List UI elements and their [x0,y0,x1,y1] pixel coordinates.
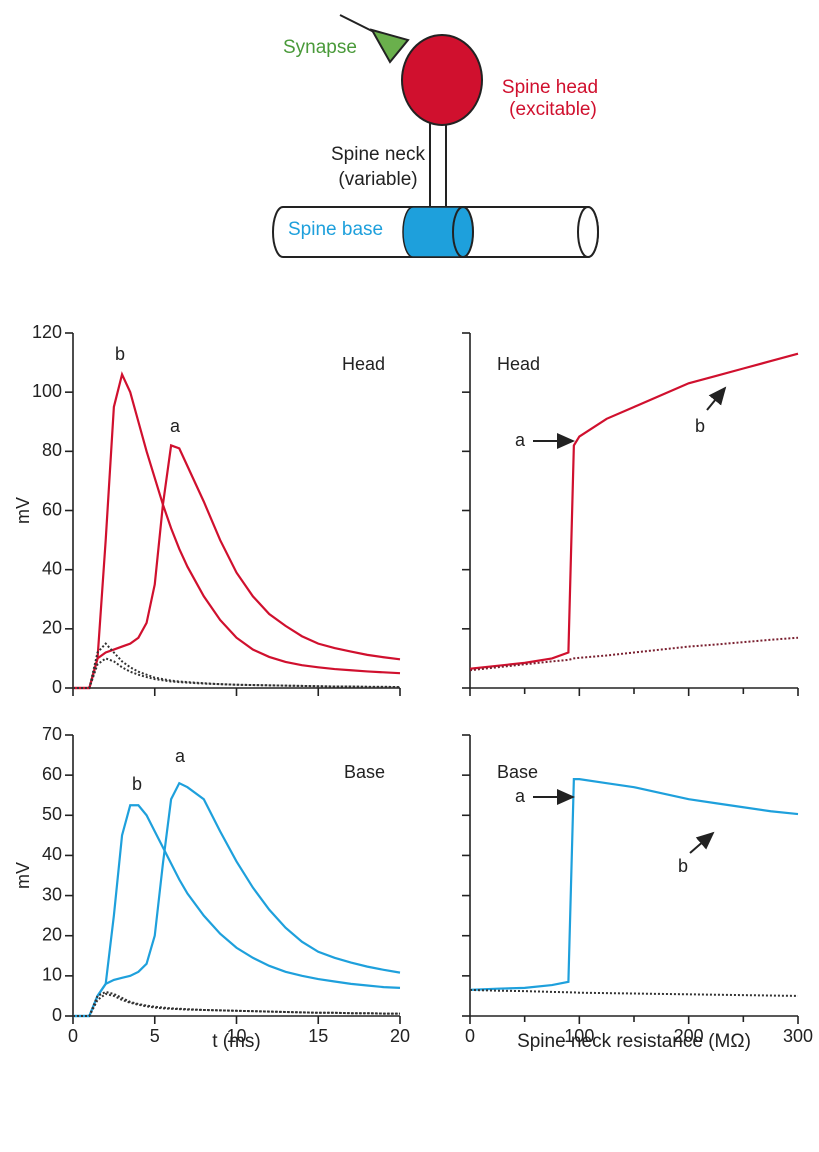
series-line [470,779,798,990]
annotation: a [170,416,181,436]
head-label: Spine head [502,77,598,98]
annotation: b [695,416,705,436]
x-tick-label: 20 [390,1026,410,1046]
synapse-label: Synapse [283,37,357,58]
x-tick-label: 0 [68,1026,78,1046]
synapse-icon [372,30,408,62]
neck-note: (variable) [338,169,417,190]
y-tick-label: 20 [42,618,62,638]
y-tick-label: 50 [42,804,62,824]
series-line [470,354,798,669]
x-axis-label: t (ms) [212,1031,261,1052]
series-line [73,658,400,688]
series-line [73,783,400,1016]
y-tick-label: 100 [32,381,62,401]
series-line [73,644,400,688]
series-line [470,638,798,671]
x-tick-label: 5 [150,1026,160,1046]
annotation: a [515,786,526,806]
y-tick-label: 70 [42,724,62,744]
x-tick-label: 300 [783,1026,813,1046]
y-tick-label: 0 [52,1005,62,1025]
y-axis-label: mV [13,862,33,889]
x-tick-label: 15 [308,1026,328,1046]
x-axis-label: Spine neck resistance (MΩ) [517,1031,751,1052]
spine-diagram: Synapse Spine head (excitable) Spine nec… [273,15,598,257]
series-line [73,805,400,1016]
y-tick-label: 60 [42,499,62,519]
y-tick-label: 30 [42,884,62,904]
annotation: a [515,430,526,450]
spine-base-end [453,207,473,257]
annotation-arrow [707,388,725,410]
y-tick-label: 120 [32,322,62,342]
series-line [73,445,400,688]
base-label: Spine base [288,219,383,240]
panel-label: Head [497,354,540,374]
dendrite-end [578,207,598,257]
series-line [470,990,798,996]
annotation: b [132,774,142,794]
head-note: (excitable) [509,99,597,120]
y-tick-label: 0 [52,677,62,697]
figure: Synapse Spine head (excitable) Spine nec… [0,0,819,1152]
annotation-arrow [690,833,713,853]
annotation: a [175,746,186,766]
spine-neck [430,120,446,210]
y-tick-label: 60 [42,764,62,784]
annotation: b [115,344,125,364]
annotation: b [678,856,688,876]
x-tick-label: 0 [465,1026,475,1046]
y-tick-label: 40 [42,844,62,864]
neck-label: Spine neck [331,144,426,165]
panel-label: Base [497,762,538,782]
panel-label: Head [342,354,385,374]
y-tick-label: 10 [42,965,62,985]
y-tick-label: 20 [42,924,62,944]
y-axis-label: mV [13,497,33,524]
panel-label: Base [344,762,385,782]
series-line [73,374,400,688]
y-tick-label: 40 [42,558,62,578]
spine-head [402,35,482,125]
y-tick-label: 80 [42,440,62,460]
